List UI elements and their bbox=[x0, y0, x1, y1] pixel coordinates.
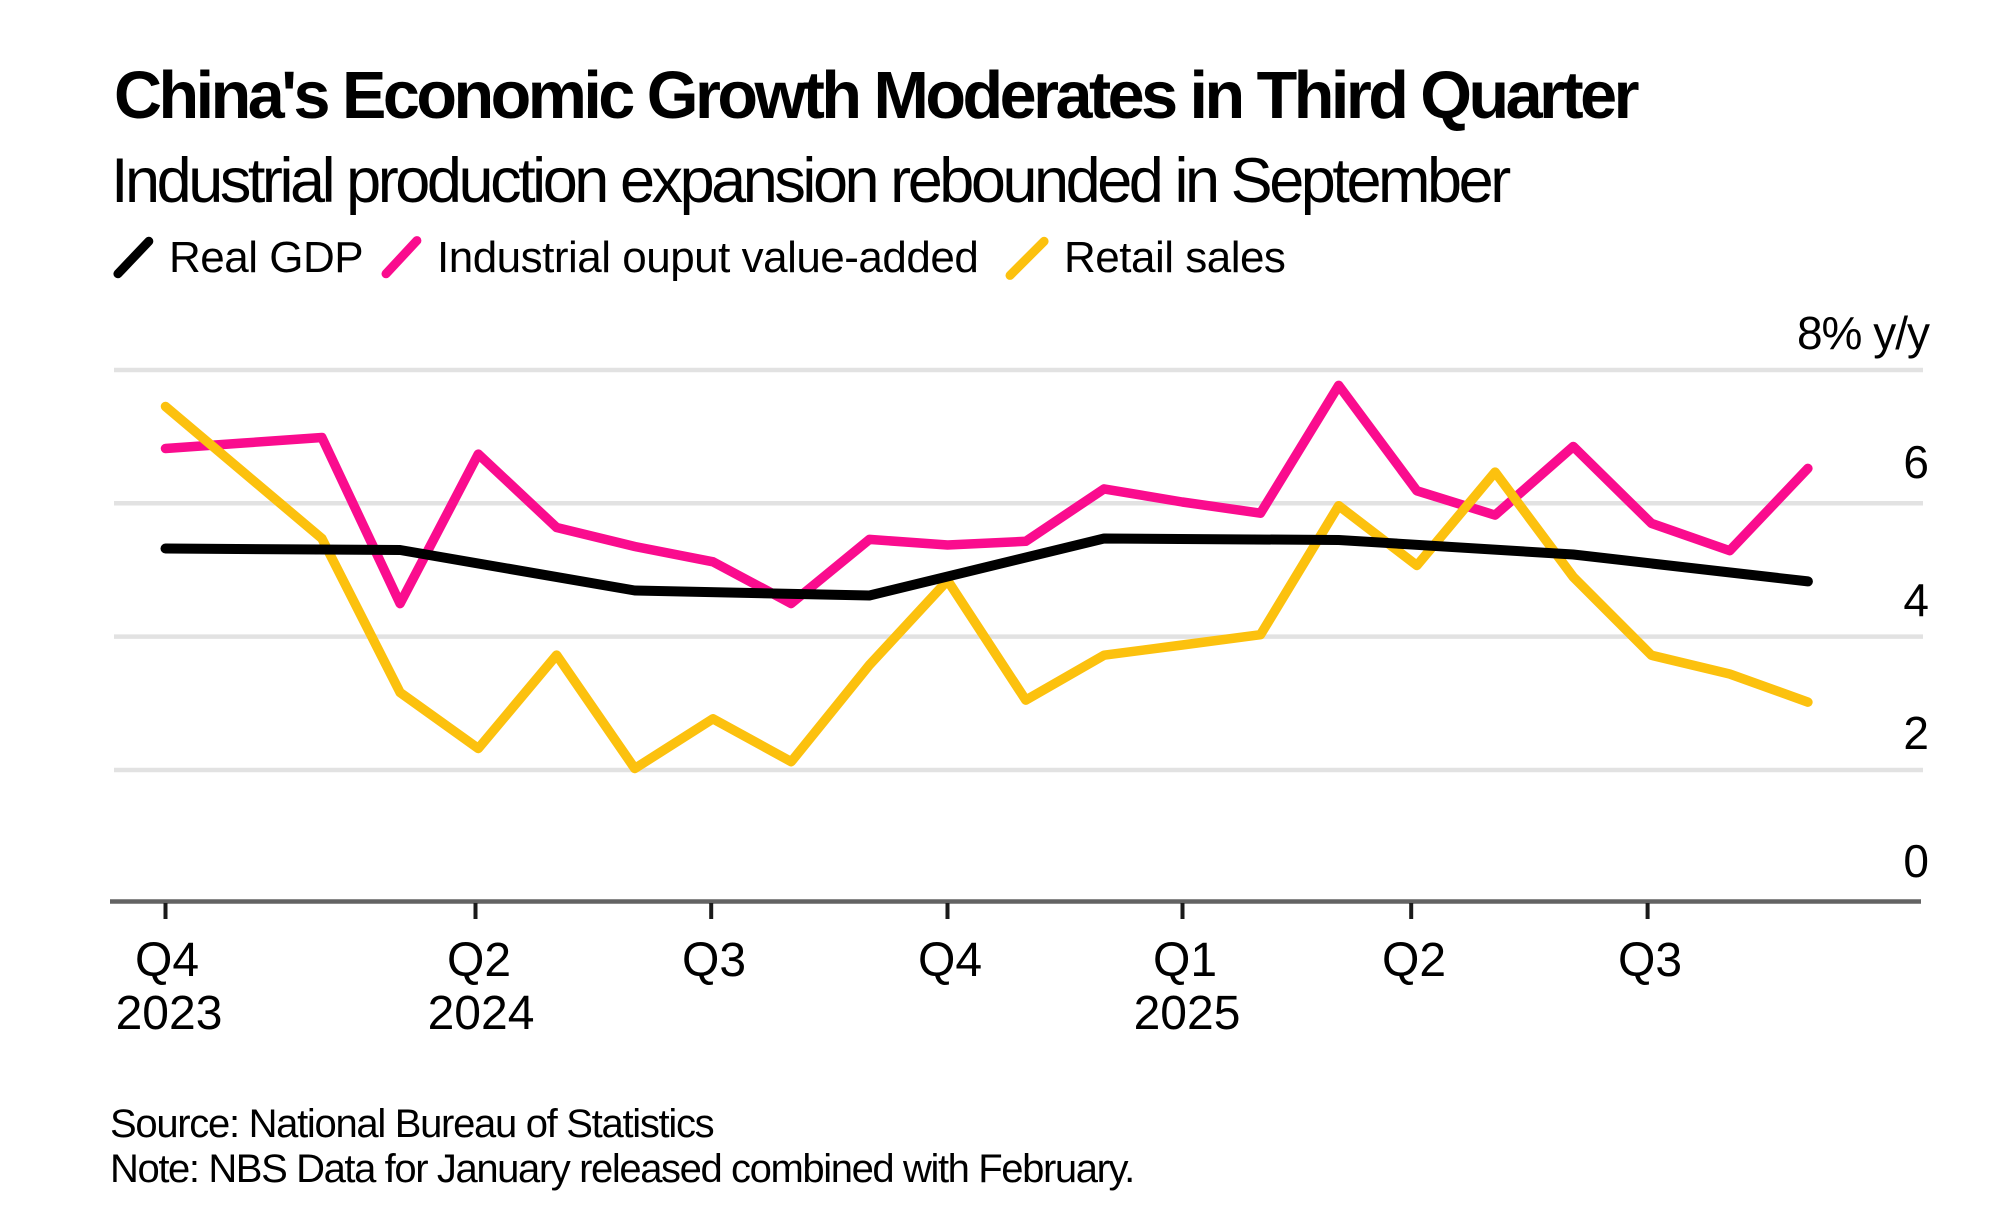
svg-text:Q4: Q4 bbox=[135, 934, 199, 987]
svg-text:Q3: Q3 bbox=[1618, 934, 1682, 987]
svg-text:Q2: Q2 bbox=[447, 934, 511, 987]
svg-text:2023: 2023 bbox=[116, 987, 223, 1040]
svg-text:6: 6 bbox=[1903, 436, 1929, 488]
svg-text:Q2: Q2 bbox=[1382, 934, 1446, 987]
svg-text:0: 0 bbox=[1903, 835, 1929, 887]
svg-text:2: 2 bbox=[1903, 707, 1929, 759]
svg-text:Q1: Q1 bbox=[1153, 934, 1217, 987]
svg-text:4: 4 bbox=[1903, 574, 1929, 626]
svg-text:2025: 2025 bbox=[1134, 987, 1241, 1040]
svg-text:Q3: Q3 bbox=[682, 934, 746, 987]
svg-text:Q4: Q4 bbox=[918, 934, 982, 987]
svg-text:2024: 2024 bbox=[428, 987, 535, 1040]
svg-text:8% y/y: 8% y/y bbox=[1797, 307, 1930, 359]
